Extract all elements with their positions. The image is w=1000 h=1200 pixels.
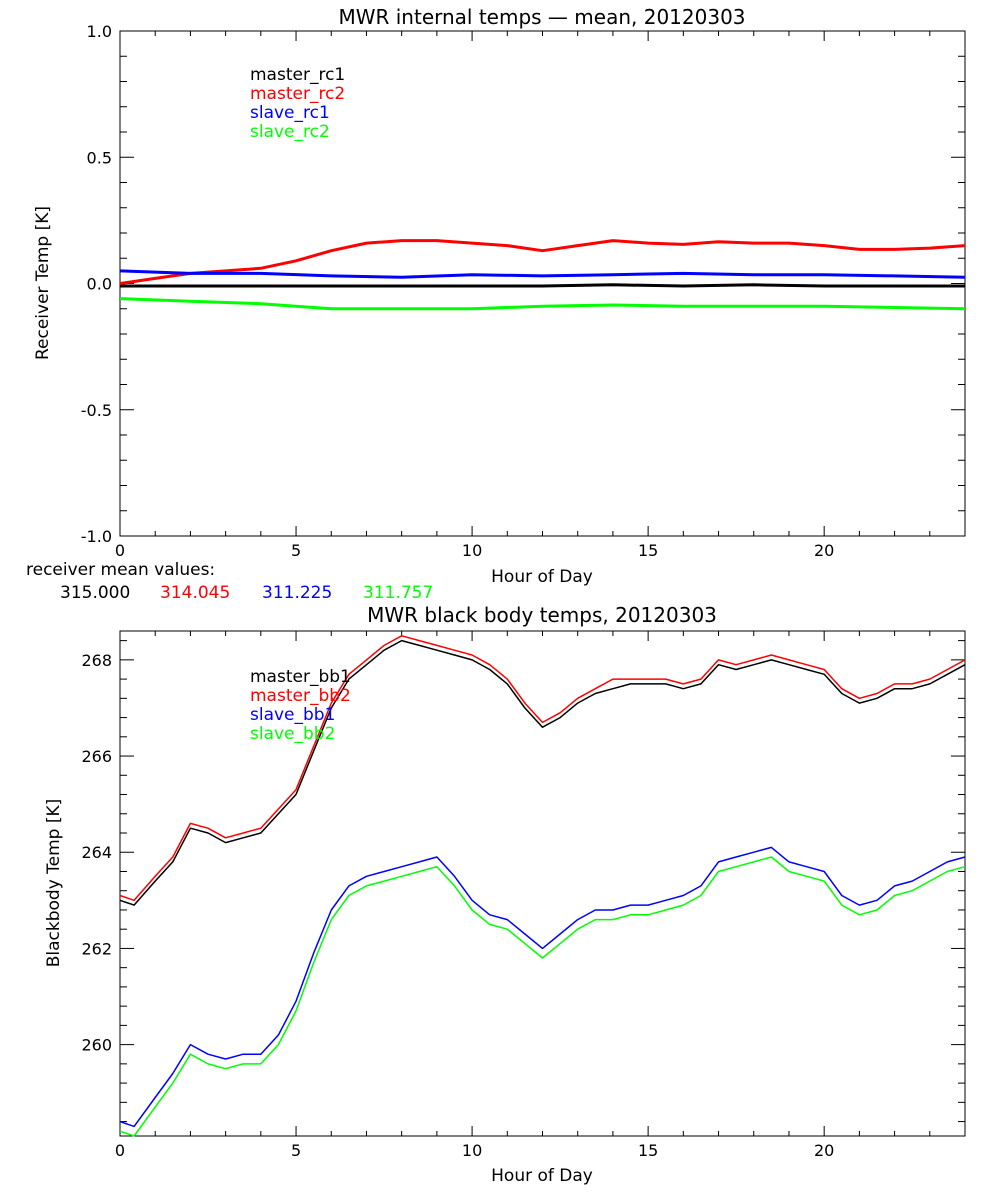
series-line-master-rc2: [119, 239, 966, 285]
mean-value: 311.757: [363, 583, 433, 603]
x-tick-label: 10: [462, 1141, 482, 1160]
axis-ticks: [119, 631, 966, 1136]
y-tick-label: -1.0: [81, 527, 112, 546]
mean-values: 315.000 314.045 311.225 311.757: [60, 583, 433, 603]
axis-tick-labels: 0 5 10 15 20 -1.0 -0.5 0.0 0.5 1.0: [81, 22, 835, 560]
x-axis-label: Hour of Day: [491, 1166, 593, 1186]
y-axis-label: Receiver Temp [K]: [33, 206, 53, 360]
mean-value: 314.045: [160, 583, 230, 603]
y-tick-label: 0.5: [87, 148, 112, 167]
plot-frame: [119, 30, 966, 537]
series-line-master-bb2: [119, 635, 966, 902]
legend-entry-slave-bb1: slave_bb1: [250, 705, 335, 725]
x-tick-label: 5: [291, 1141, 301, 1160]
series-line-master-rc1: [120, 283, 965, 288]
legend-entry-master-bb1: master_bb1: [250, 667, 351, 687]
legend-entry-slave-rc1: slave_rc1: [250, 103, 330, 123]
y-tick-label: 1.0: [87, 22, 112, 41]
data-series: [119, 635, 966, 1137]
chart-title: MWR black body temps, 20120303: [367, 603, 717, 627]
chart-title: MWR internal temps — mean, 20120303: [338, 5, 745, 29]
y-tick-label: 268: [81, 651, 112, 670]
receiver-temp-chart: MWR internal temps — mean, 20120303 0 5 10…: [26, 5, 966, 603]
legend-entry-slave-bb2: slave_bb2: [250, 724, 335, 744]
series-line-slave-bb2: [119, 856, 966, 1137]
x-tick-label: 10: [462, 541, 482, 560]
x-tick-label: 15: [638, 1141, 658, 1160]
blackbody-temp-chart: MWR black body temps, 20120303 0 5 10 15 20 2…: [44, 603, 966, 1186]
x-tick-label: 20: [814, 1141, 834, 1160]
y-tick-label: 264: [81, 843, 112, 862]
y-tick-label: 0.0: [87, 275, 112, 294]
series-line-master-bb1: [119, 639, 966, 906]
y-tick-label: -0.5: [81, 401, 112, 420]
axis-ticks: [119, 30, 966, 537]
data-series: [119, 239, 966, 311]
legend-entry-master-rc2: master_rc2: [250, 84, 345, 104]
x-tick-label: 0: [115, 541, 125, 560]
x-tick-label: 0: [115, 1141, 125, 1160]
y-tick-label: 262: [81, 939, 112, 958]
series-line-slave-rc2: [119, 297, 966, 311]
legend-entry-master-bb2: master_bb2: [250, 686, 351, 706]
mean-values-caption: receiver mean values:: [26, 560, 215, 580]
x-tick-label: 5: [291, 541, 301, 560]
x-axis-label: Hour of Day: [491, 567, 593, 587]
legend-entry-slave-rc2: slave_rc2: [250, 122, 330, 142]
mean-value: 315.000: [60, 583, 130, 603]
x-tick-label: 20: [814, 541, 834, 560]
plot-frame: [119, 630, 966, 1137]
y-axis-label: Blackbody Temp [K]: [44, 799, 64, 968]
mean-value: 311.225: [262, 583, 332, 603]
axis-tick-labels: 0 5 10 15 20 260 262 264 266 268: [81, 651, 834, 1160]
series-line-slave-rc1: [119, 269, 966, 279]
series-line-slave-bb1: [119, 846, 966, 1128]
legend-entry-master-rc1: master_rc1: [250, 65, 345, 85]
y-tick-label: 260: [81, 1036, 112, 1055]
y-tick-label: 266: [81, 747, 112, 766]
x-tick-label: 15: [638, 541, 658, 560]
